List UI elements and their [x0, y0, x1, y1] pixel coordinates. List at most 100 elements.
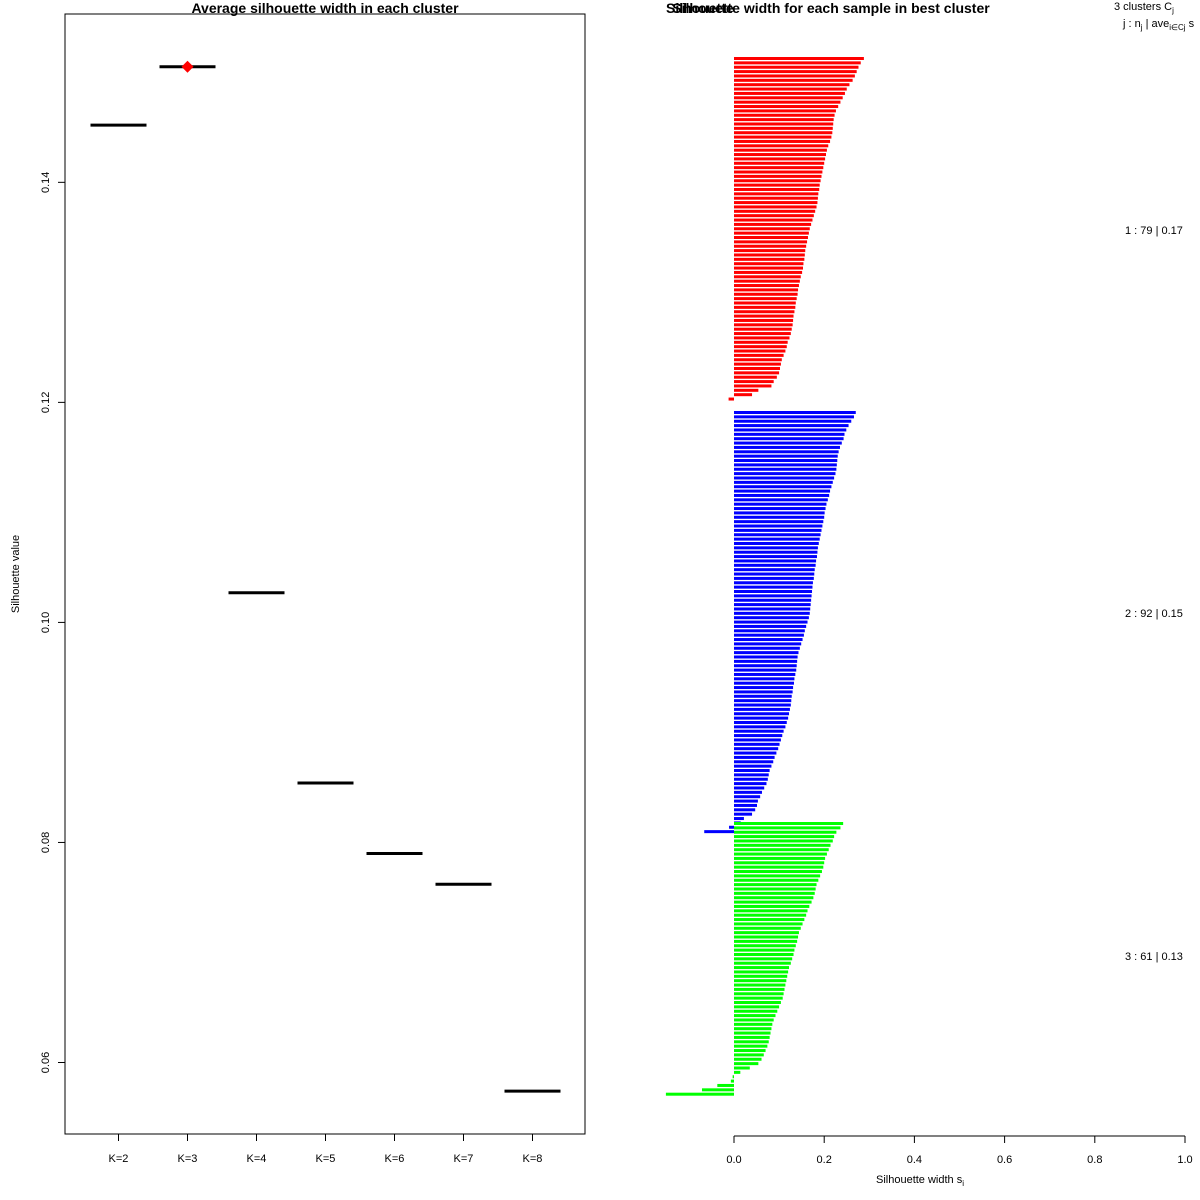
sample-silhouette-bar [734, 445, 840, 449]
sample-silhouette-bar [734, 795, 761, 799]
sample-silhouette-bar [734, 375, 777, 379]
sample-silhouette-bar [734, 1009, 778, 1013]
sample-silhouette-bar [734, 467, 837, 471]
sample-silhouette-bar [734, 472, 836, 476]
sample-silhouette-bar [734, 148, 827, 152]
sample-silhouette-bar [734, 624, 807, 628]
sample-silhouette-bar [734, 598, 812, 602]
sample-silhouette-bar [734, 411, 856, 414]
right-x-axis-label: Silhouette width si [876, 1174, 964, 1188]
sample-silhouette-bar [734, 336, 790, 340]
sample-silhouette-bar [734, 852, 827, 856]
sample-silhouette-bar [734, 812, 753, 816]
sample-silhouette-bar [734, 266, 804, 270]
sample-silhouette-bar [734, 550, 818, 554]
sample-silhouette-bar [730, 1079, 734, 1083]
right-x-axis-label-text: Silhouette width s [876, 1174, 963, 1186]
sample-silhouette-bar [734, 489, 831, 493]
sample-silhouette-bar [734, 183, 820, 187]
sample-silhouette-bar [734, 747, 779, 751]
sample-silhouette-bar [734, 236, 808, 240]
sample-silhouette-bar [734, 288, 799, 292]
sample-silhouette-bar [734, 284, 799, 288]
cluster-labels: 1 : 79 | 0.17 2 : 92 | 0.15 3 : 61 | 0.13 [1125, 225, 1183, 963]
sample-silhouette-bar [734, 777, 768, 781]
sample-silhouette-bar [734, 511, 825, 515]
sample-silhouette-bar [734, 161, 825, 165]
sample-silhouette-bar [734, 690, 793, 694]
sample-silhouette-bar [734, 537, 820, 541]
sample-silhouette-bar [734, 87, 847, 91]
sample-silhouette-bar [734, 541, 819, 545]
left-x-tick-label: K=2 [109, 1153, 129, 1165]
left-y-tick-label: 0.14 [40, 172, 52, 193]
sample-silhouette-bar [734, 865, 824, 869]
sample-silhouette-bar [732, 1075, 734, 1079]
sample-silhouette-bar [734, 659, 798, 663]
sample-silhouette-bar [734, 485, 832, 489]
sample-silhouette-bar [734, 349, 786, 353]
sample-silhouette-bar [734, 196, 818, 200]
sample-silhouette-bar [734, 720, 787, 724]
sample-silhouette-bar [734, 939, 798, 943]
left-x-tick-label: K=5 [316, 1153, 336, 1165]
sample-silhouette-bar [734, 520, 824, 524]
sample-silhouette-bar [734, 1057, 762, 1061]
sample-silhouette-bar [734, 926, 801, 930]
sample-silhouette-bar [734, 174, 822, 178]
sample-silhouette-bar [734, 380, 774, 384]
sample-silhouette-bar [734, 533, 821, 537]
left-x-axis: K=2 K=3 K=4 K=5 K=6 K=7 K=8 [109, 1134, 542, 1165]
sample-silhouette-bar [734, 214, 814, 218]
cluster-summary-label: 3 : 61 | 0.13 [1125, 951, 1183, 963]
sample-silhouette-bar [734, 353, 784, 357]
sample-silhouette-bar [734, 922, 803, 926]
cluster-summary-label: 1 : 79 | 0.17 [1125, 225, 1183, 237]
sample-silhouette-bar [734, 83, 850, 87]
left-plot-frame [64, 13, 586, 1135]
sample-silhouette-bar [734, 437, 844, 441]
sample-silhouette-bar [734, 843, 831, 847]
sample-silhouette-bar [734, 1031, 771, 1035]
legend-header-line2-sub2: i∈Cj [1169, 23, 1186, 32]
sample-silhouette-bar [728, 397, 734, 401]
right-title-overlap-fragment: Silhouette [666, 0, 734, 16]
sample-silhouette-bar [734, 257, 805, 261]
sample-silhouette-bar [734, 262, 804, 266]
left-y-tick-label: 0.08 [40, 832, 52, 853]
sample-silhouette-bar [734, 874, 821, 878]
sample-silhouette-bar [734, 292, 798, 296]
sample-silhouette-bar [729, 825, 734, 829]
sample-silhouette-panel: Silhouette Silhouette width for each sam… [665, 0, 1195, 1188]
cluster-summary-label: 2 : 92 | 0.15 [1125, 608, 1183, 620]
sample-silhouette-bar [734, 507, 826, 511]
sample-silhouette-bar [734, 1053, 764, 1057]
sample-silhouette-bar [734, 970, 789, 974]
sample-silhouette-bar [734, 384, 772, 388]
sample-silhouette-bar [734, 166, 824, 170]
sample-silhouette-bar [734, 118, 834, 122]
sample-silhouette-bar [734, 764, 772, 768]
sample-silhouette-bar [734, 318, 794, 322]
sample-silhouette-bar [717, 1083, 734, 1087]
sample-silhouette-bar [734, 1044, 768, 1048]
left-y-tick-label: 0.06 [40, 1052, 52, 1073]
left-marks [90, 60, 561, 1093]
sample-silhouette-bar [734, 305, 796, 309]
sample-silhouette-bar [734, 957, 793, 961]
sample-silhouette-bar [734, 192, 819, 196]
sample-silhouette-bar [734, 1022, 773, 1026]
sample-silhouette-bar [734, 96, 843, 100]
left-y-axis: 0.06 0.08 0.10 0.12 0.14 [40, 172, 65, 1073]
sample-silhouette-bar [734, 616, 809, 620]
sample-silhouette-bar [734, 244, 807, 248]
sample-silhouette-bar [734, 996, 783, 1000]
sample-silhouette-bar [734, 498, 828, 502]
sample-silhouette-bar [734, 327, 792, 331]
sample-silhouette-bar [734, 655, 798, 659]
sample-silhouette-bar [734, 974, 788, 978]
sample-silhouette-bar [734, 983, 786, 987]
sample-silhouette-bar [734, 664, 797, 668]
sample-silhouette-bar [734, 1066, 750, 1070]
sample-silhouette-bar [734, 187, 820, 191]
